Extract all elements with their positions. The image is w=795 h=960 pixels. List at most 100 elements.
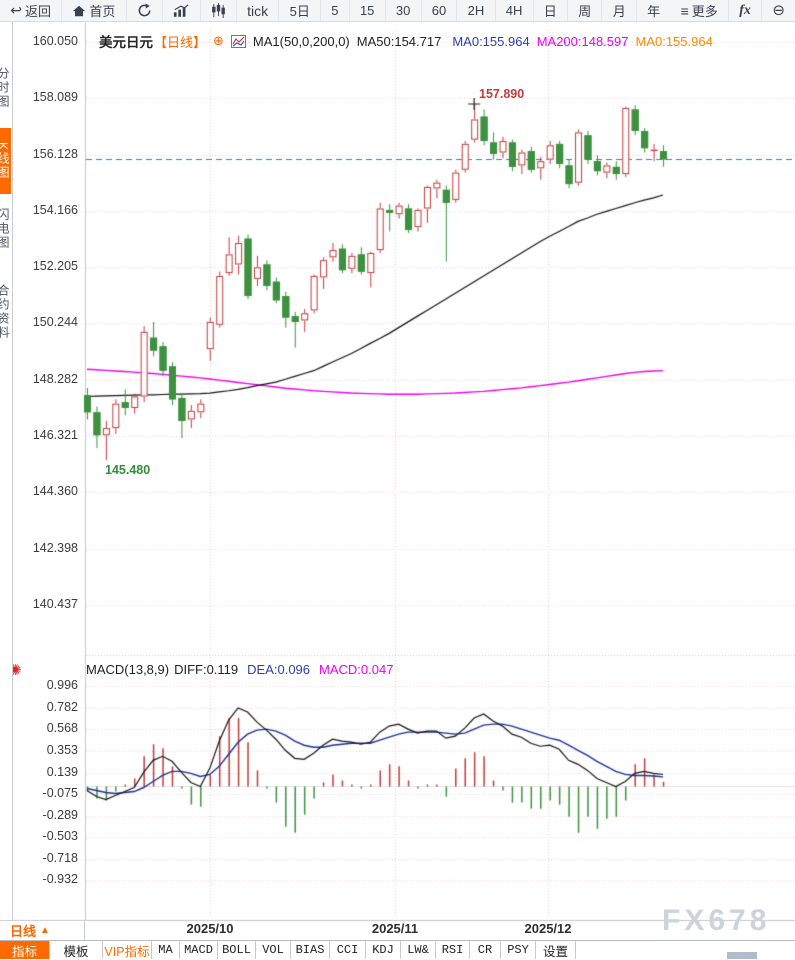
indicator-tab-bar: 指标 模板 VIP指标 MA MACD BOLL VOL BIAS CCI KDJ LW& RSI CR… xyxy=(0,940,795,959)
timeframe-button-60[interactable]: 60 xyxy=(422,0,458,21)
macd-axis-label: 0.353 xyxy=(46,742,78,757)
expand-icon[interactable]: ⊕ xyxy=(213,33,224,49)
macd-value: MACD:0.047 xyxy=(319,662,394,677)
timeframe-button-2H[interactable]: 2H xyxy=(457,0,496,21)
macd-axis-label: -0.075 xyxy=(42,786,78,801)
macd-diff-value: DIFF:0.119 xyxy=(174,662,239,677)
timeframe-button-日[interactable]: 日 xyxy=(534,0,569,21)
tab-模板[interactable]: 模板 xyxy=(50,941,103,959)
refresh-icon xyxy=(137,3,152,18)
back-button[interactable]: ↩ 返回 xyxy=(0,0,63,21)
x-axis-label: 2025/12 xyxy=(524,921,572,936)
macd-axis-label: -0.289 xyxy=(42,807,78,822)
period-tag: 【日线】 xyxy=(154,34,207,50)
macd-axis-label: -0.932 xyxy=(42,872,78,887)
tab-MACD[interactable]: MACD xyxy=(180,941,218,959)
menu-icon: ≡ xyxy=(680,2,689,19)
tab-VOL[interactable]: VOL xyxy=(256,941,291,959)
tick-label: tick xyxy=(247,2,269,19)
price-axis-label: 156.128 xyxy=(32,146,78,161)
ma50-value: MA50:154.717 xyxy=(356,33,442,49)
home-icon xyxy=(72,4,86,18)
ma-config-label: MA1(50,0,200,0) xyxy=(252,33,350,49)
macd-axis-label: -0.718 xyxy=(42,850,78,865)
macd-name: MACD(13,8,9) xyxy=(86,662,170,677)
tab-BIAS[interactable]: BIAS xyxy=(291,941,330,959)
more-label: 更多 xyxy=(691,4,718,19)
mini-chart-icon[interactable] xyxy=(230,34,246,48)
sidebar-item-合约资料[interactable]: 合约资料 xyxy=(0,284,10,340)
tab-KDJ[interactable]: KDJ xyxy=(366,941,401,959)
period-label: 日线 xyxy=(10,924,37,939)
macd-panel-title: MACD(13,8,9) DIFF:0.119 DEA:0.096 MACD:0… xyxy=(86,662,393,677)
tab-PSY[interactable]: PSY xyxy=(501,941,536,959)
high-price-annotation: 157.890 xyxy=(479,87,525,101)
chart-type-rail: 分时图 K线图闪电图合约资料 xyxy=(0,22,13,920)
timeframe-button-15[interactable]: 15 xyxy=(350,0,386,21)
price-axis-label: 160.050 xyxy=(32,34,78,48)
bar-chart-icon xyxy=(173,3,189,18)
tab-CCI[interactable]: CCI xyxy=(330,941,366,959)
triangle-up-icon: ▲ xyxy=(40,925,50,936)
timeframe-button-30[interactable]: 30 xyxy=(386,0,422,21)
tick-button[interactable]: tick xyxy=(237,0,280,21)
tab-VIP指标[interactable]: VIP指标 xyxy=(103,941,152,959)
macd-axis-label: -0.503 xyxy=(42,829,78,844)
macd-axis-label: 0.568 xyxy=(46,721,78,736)
back-label: 返回 xyxy=(24,4,51,19)
scrollbar-thumb[interactable] xyxy=(727,952,757,959)
more-button[interactable]: ≡ 更多 xyxy=(670,0,730,21)
sidebar-item-闪电图[interactable]: 闪电图 xyxy=(0,208,10,250)
fx-icon: fx xyxy=(739,2,751,18)
home-button[interactable]: 首页 xyxy=(62,0,127,21)
refresh-button[interactable] xyxy=(127,0,164,21)
ma0-orange-value: MA0:155.964 xyxy=(635,33,713,49)
bar-chart-view-button[interactable] xyxy=(163,0,201,21)
candlestick-view-button[interactable] xyxy=(201,0,237,21)
price-axis-label: 142.398 xyxy=(32,540,78,555)
tab-BOLL[interactable]: BOLL xyxy=(218,941,256,959)
timeframe-button-月[interactable]: 月 xyxy=(602,0,637,21)
x-axis-label: 2025/10 xyxy=(186,921,234,936)
macd-axis-label: 0.139 xyxy=(46,764,78,779)
symbol-name: 美元日元 xyxy=(99,35,153,50)
price-panel-title: 美元日元 【日线】 ⊕ MA1(50,0,200,0) MA50:154.717… xyxy=(99,31,713,51)
price-axis-label: 144.360 xyxy=(32,484,78,499)
tab-设置[interactable]: 设置 xyxy=(536,941,576,959)
ma0-blue-value: MA0:155.964 xyxy=(452,33,530,49)
tab-指标[interactable]: 指标 xyxy=(0,941,50,959)
macd-axis-label: 0.782 xyxy=(46,699,78,714)
ma200-value: MA200:148.597 xyxy=(536,33,629,49)
period-selector[interactable]: 日线 ▲ xyxy=(0,921,85,940)
price-axis-label: 154.166 xyxy=(32,202,78,217)
timeframe-button-周[interactable]: 周 xyxy=(568,0,603,21)
price-axis-label: 152.205 xyxy=(32,259,78,274)
sidebar-item-分时图[interactable]: 分时图 xyxy=(0,67,10,109)
top-toolbar: ↩ 返回 首页 tick 5日 5 15 30 60 2H 4H 日周月年 ≡ 更多 fx ⊖ xyxy=(0,0,795,22)
tab-MA[interactable]: MA xyxy=(152,941,180,959)
timeframe-button-年[interactable]: 年 xyxy=(647,4,661,19)
timeframe-button-5[interactable]: 5 xyxy=(321,0,350,21)
x-axis-label: 2025/11 xyxy=(371,921,419,936)
timeframe-button-5日[interactable]: 5日 xyxy=(279,0,322,21)
tab-RSI[interactable]: RSI xyxy=(436,941,470,959)
low-price-annotation: 145.480 xyxy=(105,463,151,477)
minus-circle-icon: ⊖ xyxy=(772,1,785,19)
macd-dea-value: DEA:0.096 xyxy=(247,662,311,677)
macd-axis-label: 0.996 xyxy=(46,678,78,693)
fx-indicator-button[interactable]: fx xyxy=(729,0,763,21)
price-axis-label: 146.321 xyxy=(32,428,78,443)
home-label: 首页 xyxy=(89,4,116,19)
back-icon: ↩ xyxy=(10,2,22,19)
watermark: FX678 xyxy=(662,904,771,937)
price-axis-label: 148.282 xyxy=(32,371,78,386)
collapse-button[interactable]: ⊖ xyxy=(762,0,795,21)
timeframe-button-4H[interactable]: 4H xyxy=(496,0,534,21)
sidebar-item-K线图[interactable]: K线图 xyxy=(0,128,11,194)
candlestick-icon xyxy=(211,3,226,18)
price-axis-label: 158.089 xyxy=(32,90,78,105)
price-axis-label: 150.244 xyxy=(32,315,78,330)
tab-LW&[interactable]: LW& xyxy=(401,941,436,959)
tab-CR[interactable]: CR xyxy=(470,941,501,959)
